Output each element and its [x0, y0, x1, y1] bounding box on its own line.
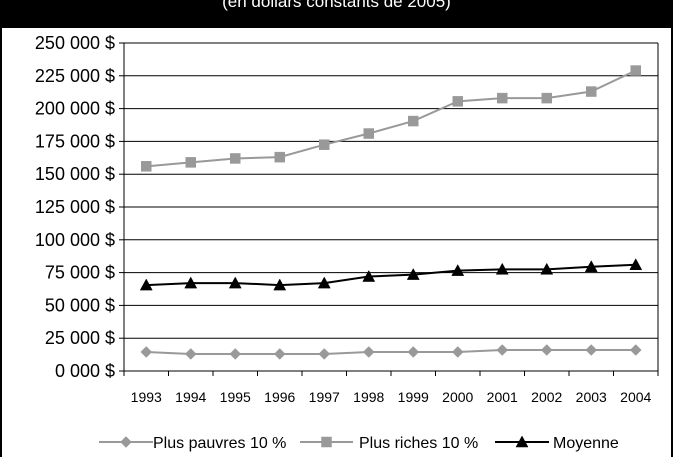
series-line-triangle [146, 263, 636, 287]
data-point-diamond [273, 348, 286, 360]
x-tick-label: 1998 [353, 389, 384, 405]
series-line-square [146, 69, 637, 168]
legend-marker-square [321, 436, 332, 448]
data-point-triangle [184, 276, 198, 289]
data-point-diamond [451, 346, 464, 358]
x-tick-label: 2003 [576, 389, 607, 405]
chart-title-bar: (en dollars constants de 2005) [0, 0, 673, 28]
data-point-square [185, 157, 196, 168]
data-point-triangle [584, 260, 598, 272]
data-point-diamond [140, 346, 153, 358]
y-tick-label: 125 000 $ [35, 197, 115, 217]
data-point-triangle [540, 262, 554, 275]
data-point-triangle [317, 276, 331, 289]
data-point-diamond [362, 346, 375, 358]
grid-layer [124, 42, 658, 372]
legend-item-square: Plus riches 10 % [300, 435, 478, 452]
data-point-diamond [496, 344, 509, 356]
data-point-triangle [273, 278, 287, 291]
data-point-triangle [139, 278, 153, 291]
chart-title: (en dollars constants de 2005) [222, 0, 451, 11]
axis-layer [119, 42, 659, 376]
data-point-diamond [585, 344, 598, 356]
series-diamond [140, 344, 642, 360]
x-tick-label: 1993 [131, 389, 162, 405]
x-tick-label: 2004 [620, 389, 651, 405]
data-point-diamond [407, 346, 420, 358]
data-point-square [230, 153, 241, 164]
legend-label: Plus pauvres 10 % [153, 435, 286, 452]
x-tick-label: 2001 [487, 389, 518, 405]
series-line-diamond [146, 349, 636, 355]
x-tick-label: 1997 [309, 389, 340, 405]
data-point-triangle [495, 262, 509, 275]
legend-item-diamond: Plus pauvres 10 % [99, 435, 286, 452]
data-point-triangle [629, 258, 643, 270]
data-point-square [630, 65, 641, 76]
label-layer: 0 000 $ 25 000 $ 50 000 $ 75 000 $ 100 000 $… [35, 33, 652, 405]
y-tick-label: 225 000 $ [35, 66, 115, 86]
legend-label: Moyenne [553, 435, 619, 452]
legend: Plus pauvres 10 % Plus riches 10 % Moyenne [99, 435, 619, 452]
data-point-triangle [451, 264, 465, 276]
data-point-diamond [540, 344, 553, 356]
y-tick-label: 50 000 $ [45, 295, 115, 315]
x-tick-label: 2000 [442, 389, 473, 405]
data-point-diamond [184, 348, 197, 360]
data-point-square [274, 151, 285, 163]
chart-frame [0, 28, 673, 457]
data-point-triangle [362, 270, 376, 282]
legend-item-triangle: Moyenne [495, 435, 619, 452]
legend-marker-diamond [120, 436, 132, 448]
data-point-diamond [229, 348, 242, 360]
series-layer [139, 65, 643, 360]
x-tick-label: 1999 [398, 389, 429, 405]
series-square [141, 65, 641, 172]
data-point-square [586, 86, 597, 97]
y-tick-label: 175 000 $ [35, 131, 115, 151]
x-tick-label: 1995 [220, 389, 251, 405]
y-tick-label: 250 000 $ [35, 33, 115, 53]
data-point-square [363, 128, 374, 139]
data-point-diamond [318, 348, 331, 360]
y-tick-label: 75 000 $ [45, 263, 115, 283]
y-tick-label: 200 000 $ [35, 99, 115, 119]
y-tick-label: 0 000 $ [55, 361, 115, 381]
y-tick-label: 100 000 $ [35, 230, 115, 250]
x-tick-label: 1994 [175, 389, 206, 405]
data-point-diamond [629, 344, 642, 356]
data-point-square [541, 92, 552, 104]
x-tick-label: 1996 [264, 389, 295, 405]
legend-marker-triangle [515, 435, 529, 448]
data-point-triangle [228, 276, 242, 289]
series-triangle [139, 258, 643, 291]
data-point-square [408, 115, 419, 127]
y-tick-label: 25 000 $ [45, 328, 115, 348]
data-point-square [319, 139, 330, 150]
data-point-square [452, 96, 463, 107]
data-point-triangle [406, 268, 420, 280]
data-point-square [141, 161, 152, 172]
y-tick-label: 150 000 $ [35, 164, 115, 184]
data-point-square [497, 92, 508, 104]
legend-label: Plus riches 10 % [359, 435, 478, 452]
x-tick-label: 2002 [531, 389, 562, 405]
